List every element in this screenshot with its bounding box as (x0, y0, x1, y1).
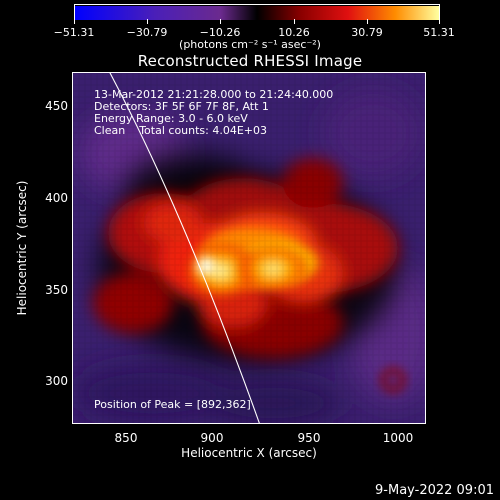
colorbar-tick-label: −10.26 (199, 26, 241, 39)
y-tick-label: 300 (45, 374, 68, 388)
colorbar-tick-label: −30.79 (126, 26, 168, 39)
generation-date: 9-May-2022 09:01 (375, 483, 494, 498)
x-tick-label: 950 (297, 431, 321, 445)
colorbar (74, 4, 440, 20)
colorbar-tick-label: −51.31 (53, 26, 95, 39)
rhessi-image-panel (72, 72, 426, 424)
rhessi-emission-map (73, 73, 425, 423)
image-title: Reconstructed RHESSI Image (137, 52, 363, 70)
colorbar-gradient (75, 6, 439, 20)
colorbar-tick-label: 51.31 (423, 26, 455, 39)
x-tick-label: 900 (200, 431, 224, 445)
time-range-text: 13-Mar-2012 21:21:28.000 to 21:24:40.000 (94, 88, 334, 101)
colorbar-tick-label: 10.26 (278, 26, 310, 39)
detectors-text: Detectors: 3F 5F 6F 7F 8F, Att 1 (94, 100, 269, 113)
solar-limb-line (109, 73, 260, 423)
clean-counts-text: Clean Total counts: 4.04E+03 (94, 124, 268, 137)
colorbar-tick-label: 30.79 (351, 26, 383, 39)
peak-position-text: Position of Peak = [892,362] (94, 398, 251, 411)
colorbar-unit-label: (photons cm⁻² s⁻¹ asec⁻²) (179, 38, 321, 51)
y-tick-label: 350 (45, 283, 68, 297)
x-axis-label: Heliocentric X (arcsec) (181, 446, 317, 460)
observation-info: 13-Mar-2012 21:21:28.000 to 21:24:40.000… (94, 89, 333, 137)
x-tick-label: 850 (114, 431, 138, 445)
y-axis-label: Heliocentric Y (arcsec) (15, 180, 29, 316)
y-tick-label: 450 (45, 99, 68, 113)
energy-range-text: Energy Range: 3.0 - 6.0 keV (94, 112, 248, 125)
x-tick-label: 1000 (382, 431, 414, 445)
y-tick-label: 400 (45, 191, 68, 205)
